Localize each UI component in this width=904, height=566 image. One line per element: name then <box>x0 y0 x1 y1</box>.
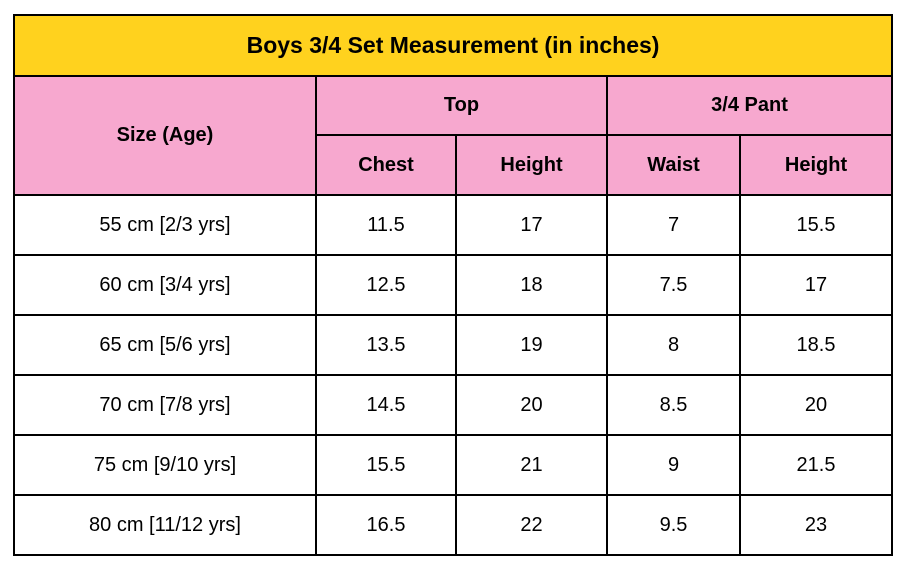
cell-pant-height: 18.5 <box>738 314 894 376</box>
cell-size: 70 cm [7/8 yrs] <box>13 374 317 436</box>
header-group-pant: 3/4 Pant <box>605 75 894 136</box>
cell-top-height: 18 <box>455 254 608 316</box>
cell-size: 75 cm [9/10 yrs] <box>13 434 317 496</box>
header-group-top: Top <box>315 75 608 136</box>
header-waist: Waist <box>606 134 741 196</box>
table-row: 75 cm [9/10 yrs] 15.5 21 9 21.5 <box>13 434 894 496</box>
measurement-table: Boys 3/4 Set Measurement (in inches) Siz… <box>12 14 894 556</box>
cell-chest: 16.5 <box>315 494 457 556</box>
cell-chest: 14.5 <box>315 374 457 436</box>
cell-size: 65 cm [5/6 yrs] <box>13 314 317 376</box>
table-row: 60 cm [3/4 yrs] 12.5 18 7.5 17 <box>13 254 894 316</box>
cell-top-height: 22 <box>455 494 608 556</box>
cell-size: 80 cm [11/12 yrs] <box>13 494 317 556</box>
cell-chest: 15.5 <box>315 434 457 496</box>
table-title: Boys 3/4 Set Measurement (in inches) <box>12 14 894 77</box>
cell-top-height: 19 <box>455 314 608 376</box>
cell-chest: 13.5 <box>315 314 457 376</box>
table-row: 65 cm [5/6 yrs] 13.5 19 8 18.5 <box>13 314 894 376</box>
cell-top-height: 21 <box>455 434 608 496</box>
table-title-row: Boys 3/4 Set Measurement (in inches) <box>12 14 894 77</box>
cell-pant-height: 17 <box>738 254 894 316</box>
cell-top-height: 17 <box>455 194 608 256</box>
cell-waist: 7.5 <box>606 254 741 316</box>
header-top-height: Height <box>455 134 608 196</box>
header-pant-height: Height <box>738 134 894 196</box>
header-sub-row: Chest Height Waist Height <box>14 134 894 196</box>
table-row: 70 cm [7/8 yrs] 14.5 20 8.5 20 <box>13 374 894 436</box>
header-chest: Chest <box>315 134 457 196</box>
cell-size: 60 cm [3/4 yrs] <box>13 254 317 316</box>
cell-top-height: 20 <box>455 374 608 436</box>
cell-waist: 9.5 <box>606 494 741 556</box>
table-row: 55 cm [2/3 yrs] 11.5 17 7 15.5 <box>13 194 894 256</box>
cell-pant-height: 21.5 <box>738 434 894 496</box>
cell-waist: 8.5 <box>606 374 741 436</box>
cell-chest: 11.5 <box>315 194 457 256</box>
cell-pant-height: 15.5 <box>738 194 894 256</box>
header-group-row: Size (Age) Top 3/4 Pant <box>13 75 894 196</box>
cell-chest: 12.5 <box>315 254 457 316</box>
cell-size: 55 cm [2/3 yrs] <box>13 194 317 256</box>
cell-waist: 7 <box>606 194 741 256</box>
header-size-age: Size (Age) <box>13 75 317 196</box>
cell-pant-height: 23 <box>738 494 894 556</box>
cell-waist: 9 <box>606 434 741 496</box>
cell-pant-height: 20 <box>738 374 894 436</box>
cell-waist: 8 <box>606 314 741 376</box>
table-row: 80 cm [11/12 yrs] 16.5 22 9.5 23 <box>13 494 894 556</box>
